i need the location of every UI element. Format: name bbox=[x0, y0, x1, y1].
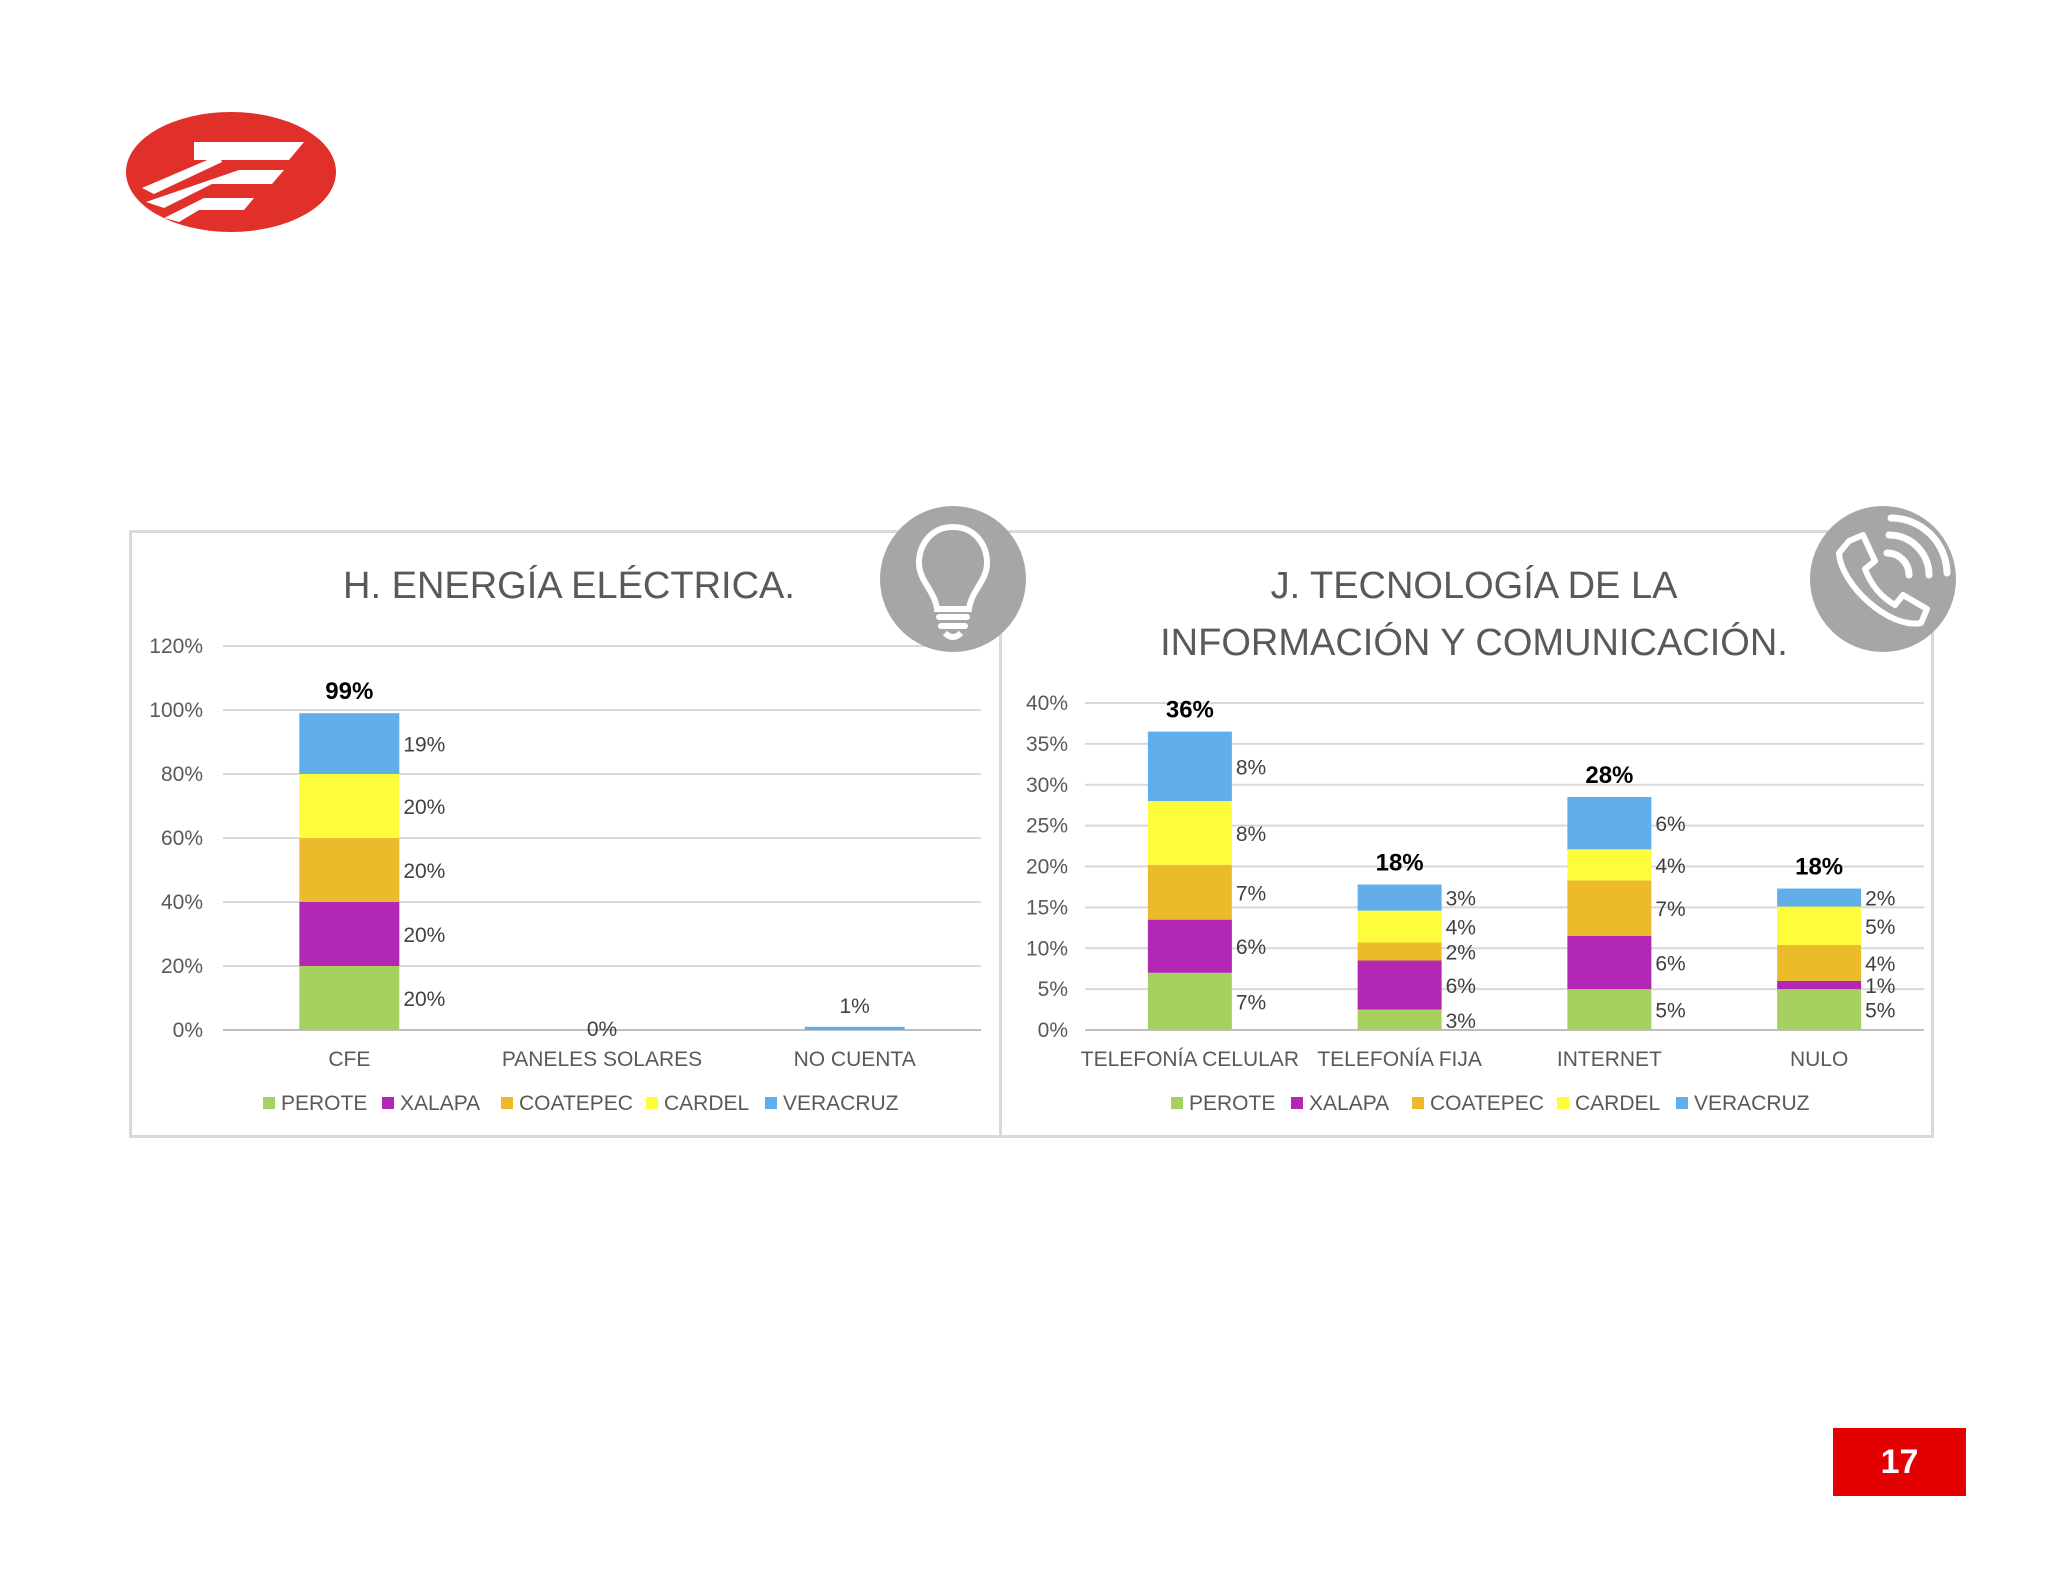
legend-label: PEROTE bbox=[281, 1092, 367, 1115]
total-label: 1% bbox=[839, 995, 869, 1018]
bar-segment-coatepec bbox=[299, 838, 400, 902]
legend-swatch bbox=[765, 1097, 777, 1109]
legend-label: VERACRUZ bbox=[783, 1092, 899, 1115]
legend-label: XALAPA bbox=[400, 1092, 480, 1115]
chart-title: H. ENERGÍA ELÉCTRICA. bbox=[343, 564, 795, 607]
y-tick-label: 20% bbox=[161, 955, 203, 978]
x-axis: CFE PANELES SOLARES NO CUENTA bbox=[328, 1048, 915, 1071]
data-label: 19% bbox=[403, 734, 445, 757]
y-tick-label: 120% bbox=[149, 635, 203, 658]
company-logo bbox=[126, 112, 336, 232]
energy-chart: H. ENERGÍA ELÉCTRICA. 0% 20% 40% 60% 80% 100%… bbox=[149, 564, 981, 1115]
data-label: 20% bbox=[403, 924, 445, 947]
data-label: 20% bbox=[403, 796, 445, 819]
lightbulb-icon bbox=[880, 506, 1026, 652]
data-label: 20% bbox=[403, 860, 445, 883]
legend-label: CARDEL bbox=[664, 1092, 749, 1115]
x-tick-label: CFE bbox=[328, 1048, 370, 1071]
x-tick-label: NO CUENTA bbox=[794, 1048, 916, 1071]
data-labels: 20% 20% 20% 20% 19% 99% 0% 1% bbox=[325, 678, 870, 1041]
total-label: 0% bbox=[587, 1018, 617, 1041]
data-label: 20% bbox=[403, 988, 445, 1011]
bar-segment-veracruz bbox=[804, 1026, 905, 1030]
panel-divider bbox=[999, 560, 1002, 1138]
total-label: 99% bbox=[325, 678, 373, 705]
x-tick-label: PANELES SOLARES bbox=[502, 1048, 702, 1071]
bar-segment-veracruz bbox=[299, 713, 400, 774]
y-tick-label: 40% bbox=[161, 891, 203, 914]
legend-label: COATEPEC bbox=[519, 1092, 633, 1115]
bars bbox=[299, 713, 905, 1030]
y-axis: 0% 20% 40% 60% 80% 100% 120% bbox=[149, 635, 203, 1042]
phone-signal-icon bbox=[1810, 506, 1956, 652]
legend-swatch bbox=[501, 1097, 513, 1109]
bar-segment-perote bbox=[299, 966, 400, 1030]
legend: PEROTE XALAPA COATEPEC CARDEL VERACRUZ bbox=[263, 1092, 899, 1115]
y-tick-label: 80% bbox=[161, 763, 203, 786]
legend-swatch bbox=[263, 1097, 275, 1109]
y-tick-label: 0% bbox=[173, 1019, 203, 1042]
page-number: 17 bbox=[1833, 1428, 1966, 1496]
legend-swatch bbox=[382, 1097, 394, 1109]
y-tick-label: 100% bbox=[149, 699, 203, 722]
bar-segment-cardel bbox=[299, 774, 400, 838]
y-tick-label: 60% bbox=[161, 827, 203, 850]
bar-segment-xalapa bbox=[299, 902, 400, 966]
legend-swatch bbox=[646, 1097, 658, 1109]
